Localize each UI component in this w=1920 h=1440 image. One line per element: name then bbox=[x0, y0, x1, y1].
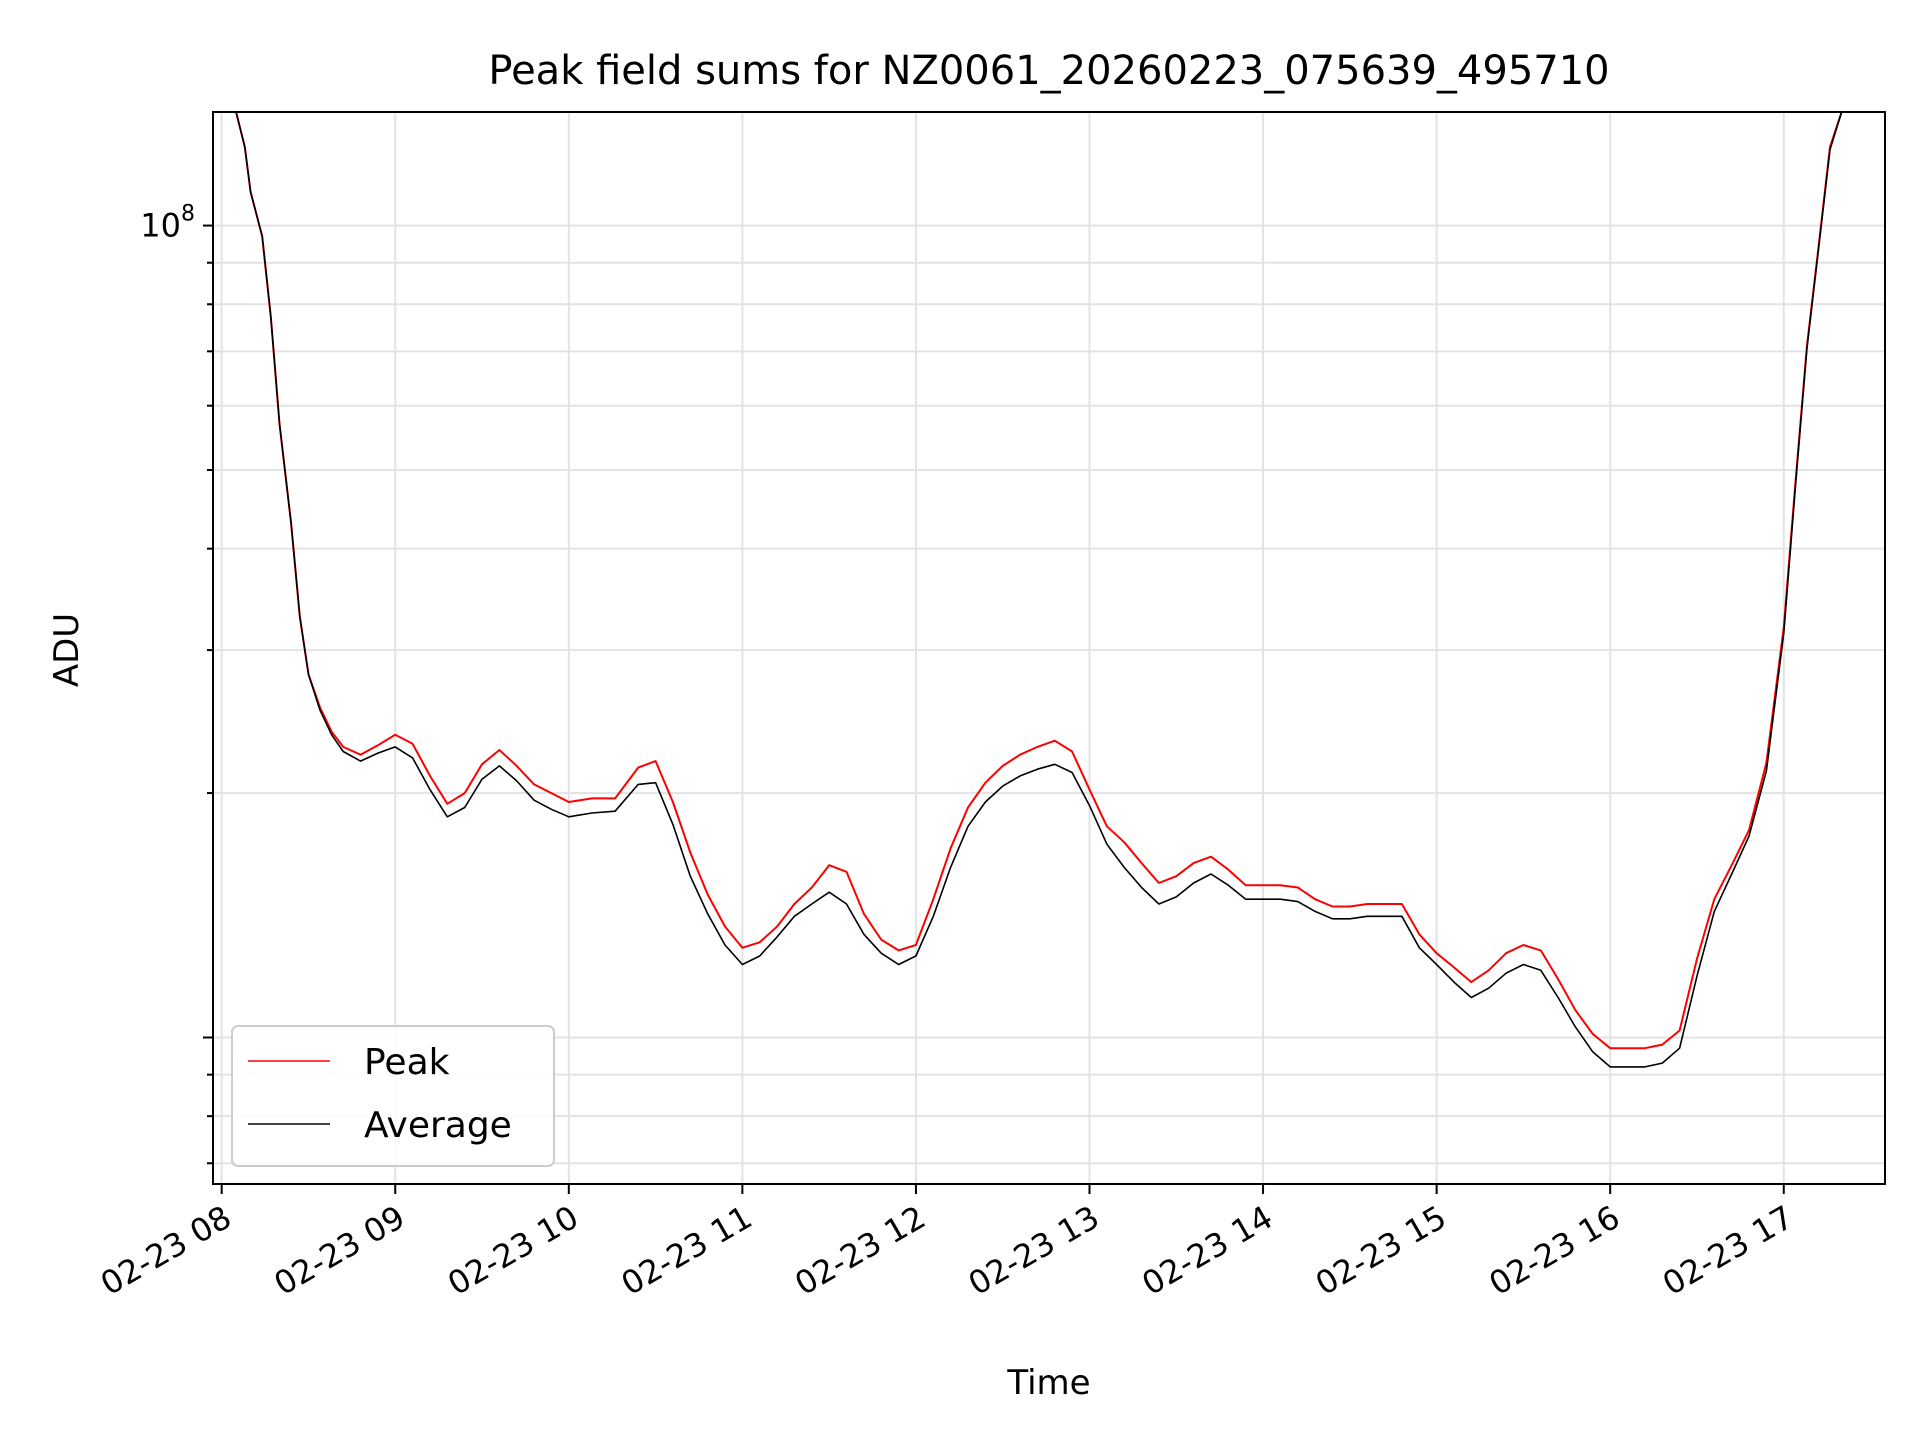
x-axis-label: Time bbox=[1006, 1363, 1090, 1403]
legend-label-peak: Peak bbox=[364, 1042, 450, 1083]
series-line-peak bbox=[235, 112, 1854, 1050]
grid bbox=[213, 112, 1885, 1184]
y-tick-label: 108 bbox=[140, 202, 195, 245]
chart-title: Peak field sums for NZ0061_20260223_0756… bbox=[488, 48, 1609, 94]
legend-label-average: Average bbox=[364, 1105, 512, 1146]
plot-frame bbox=[212, 111, 1886, 1185]
series-group bbox=[235, 112, 1854, 1068]
series-line-average bbox=[235, 112, 1854, 1068]
y-axis: 108 bbox=[140, 202, 213, 1165]
y-axis-label: ADU bbox=[47, 613, 87, 687]
legend: Peak Average bbox=[231, 1025, 555, 1167]
